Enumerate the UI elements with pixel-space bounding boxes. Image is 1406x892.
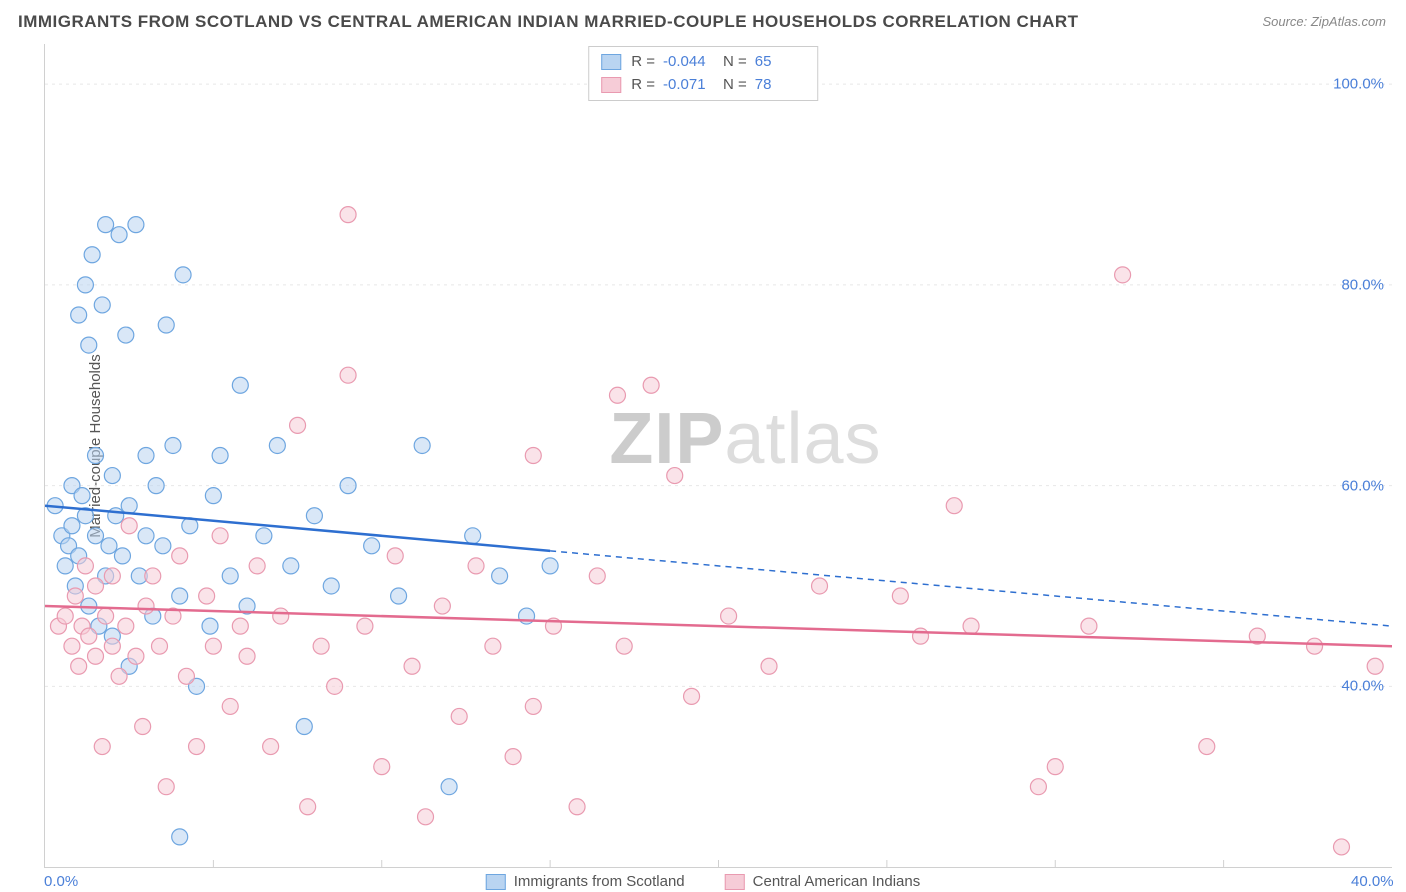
stat-label-n: N = [723,74,747,97]
y-tick-label: 40.0% [1341,678,1384,695]
legend-label: Immigrants from Scotland [514,873,685,890]
y-tick-label: 80.0% [1341,276,1384,293]
swatch-icon [601,77,621,93]
source-attribution: Source: ZipAtlas.com [1262,14,1386,29]
stat-value-r: -0.071 [663,74,713,97]
legend-label: Central American Indians [753,873,921,890]
scatter-plot-svg [45,44,1392,867]
chart-title: IMMIGRANTS FROM SCOTLAND VS CENTRAL AMER… [18,12,1079,32]
stat-value-r: -0.044 [663,51,713,74]
legend-item: Immigrants from Scotland [486,873,685,890]
x-tick-label: 40.0% [1351,873,1394,890]
chart-area: ZIPatlas [44,44,1392,868]
x-tick-label: 0.0% [44,873,78,890]
correlation-stats-box: R = -0.044 N = 65 R = -0.071 N = 78 [588,46,818,101]
swatch-icon [601,54,621,70]
swatch-icon [486,874,506,890]
stat-label-n: N = [723,51,747,74]
legend: Immigrants from Scotland Central American… [486,873,920,890]
stat-label-r: R = [631,74,655,97]
stat-value-n: 78 [755,74,805,97]
stats-row: R = -0.071 N = 78 [601,74,805,97]
legend-item: Central American Indians [725,873,921,890]
stat-label-r: R = [631,51,655,74]
y-tick-label: 60.0% [1341,477,1384,494]
stat-value-n: 65 [755,51,805,74]
y-tick-label: 100.0% [1333,76,1384,93]
swatch-icon [725,874,745,890]
stats-row: R = -0.044 N = 65 [601,51,805,74]
